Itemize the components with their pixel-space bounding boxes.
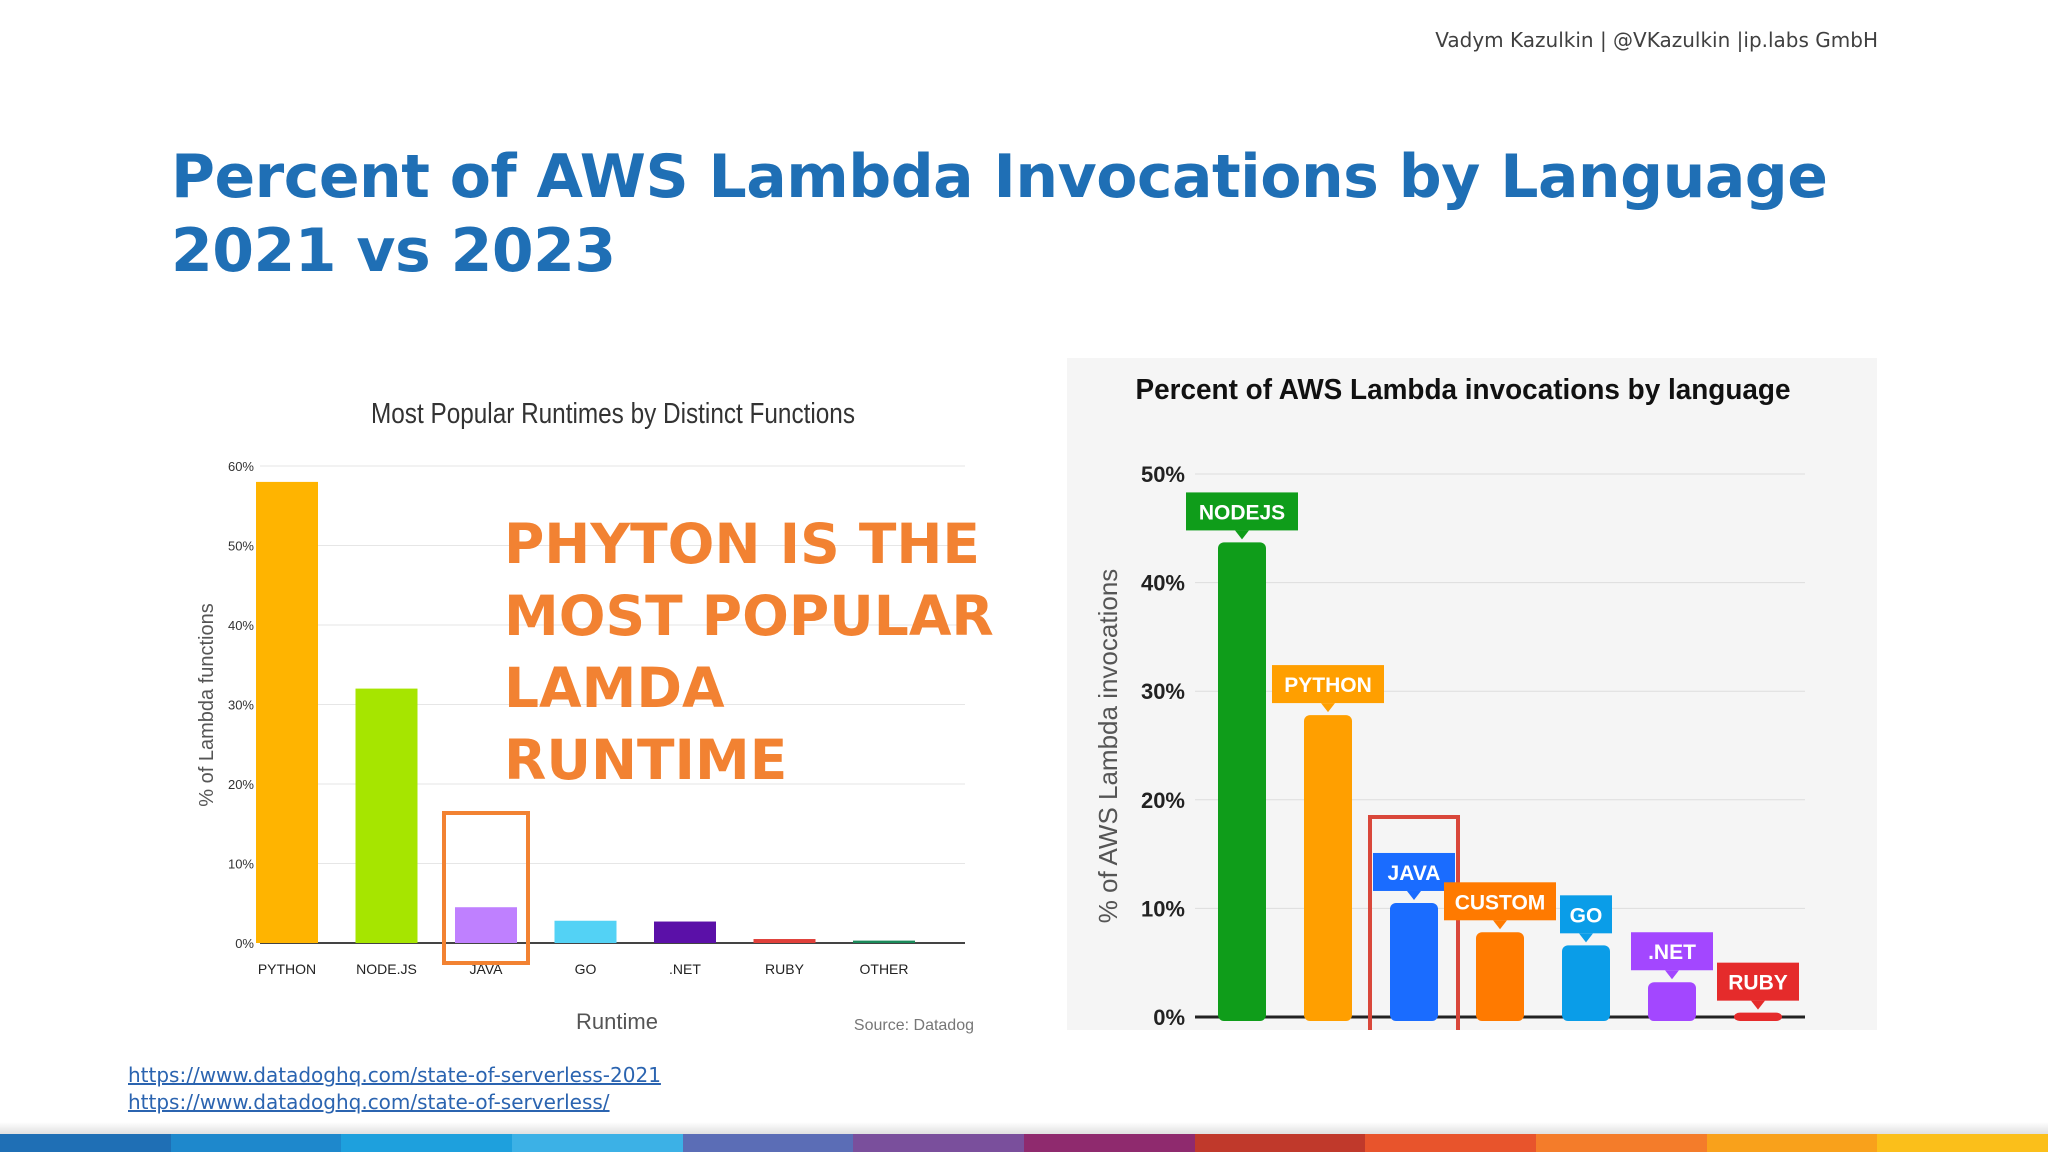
bar-java	[1390, 902, 1438, 1021]
link-serverless-2023[interactable]: https://www.datadoghq.com/state-of-serve…	[128, 1090, 610, 1114]
bar-tag-pointer	[1579, 933, 1593, 943]
footer-segment	[1536, 1134, 1707, 1152]
bar-tag-pointer	[1407, 890, 1421, 900]
chart-background	[1067, 358, 1877, 1030]
bar-go	[1562, 945, 1610, 1021]
bar-tag-python	[1272, 665, 1384, 704]
title-line-1: Percent of AWS Lambda Invocations by Lan…	[171, 142, 1828, 212]
bar-custom	[1476, 932, 1524, 1021]
bar-java	[455, 907, 517, 943]
y-tick-label: 40%	[228, 618, 254, 633]
bar-tag-pointer	[1751, 1000, 1765, 1010]
bar-ruby	[753, 939, 816, 943]
source-label: Source: Datadog	[854, 1017, 974, 1034]
highlight-box	[1368, 815, 1460, 1030]
bar-tag-pointer	[1321, 703, 1335, 713]
y-tick-label: 20%	[228, 777, 254, 792]
bar-tag-net	[1631, 932, 1713, 971]
footer-color-bar	[0, 1134, 2048, 1152]
bar-tag-java	[1373, 852, 1455, 891]
author-line: Vadym Kazulkin | @VKazulkin |ip.labs Gmb…	[1435, 28, 1878, 52]
y-tick-label: 0%	[235, 936, 254, 951]
bar-tag-pointer	[1235, 530, 1249, 540]
bar-label: NODEJS	[1199, 501, 1285, 524]
footer-segment	[1706, 1134, 1878, 1152]
footer-segment	[512, 1134, 683, 1152]
bar-label: .NET	[1648, 941, 1696, 964]
footer-segment	[341, 1134, 513, 1152]
bar-tag-ruby	[1717, 962, 1799, 1001]
x-tick-label: PYTHON	[258, 961, 316, 977]
bar-label: GO	[1570, 904, 1603, 927]
highlight-box	[442, 811, 530, 965]
bar-tag-custom	[1444, 882, 1556, 921]
bar-tag-go	[1560, 895, 1612, 934]
chart-invocations-2023: Percent of AWS Lambda invocations by lan…	[1067, 358, 1877, 1030]
y-axis-label: % of Lambda functions	[196, 603, 218, 806]
y-tick-label: 10%	[1141, 896, 1185, 921]
footer-segment	[170, 1134, 342, 1152]
bar-label: JAVA	[1388, 862, 1441, 885]
footer-segment	[853, 1134, 1025, 1152]
bar-go	[554, 920, 617, 943]
callout-line-4: RUNTIME	[504, 728, 788, 792]
x-tick-label: OTHER	[860, 961, 909, 977]
footer-segment	[1877, 1134, 2048, 1152]
y-tick-label: 30%	[1141, 679, 1185, 704]
bar-other	[853, 940, 915, 943]
x-tick-label: .NET	[669, 961, 701, 977]
x-axis-label: Runtime	[576, 1009, 658, 1034]
chart-runtimes-2021: Most Popular Runtimes by Distinct Functi…	[196, 398, 974, 1034]
y-tick-label: 10%	[228, 857, 254, 872]
title-line-2: 2021 vs 2023	[171, 216, 616, 286]
footer-segment	[1194, 1134, 1366, 1152]
x-tick-label: NODE.JS	[356, 961, 417, 977]
link-serverless-2021[interactable]: https://www.datadoghq.com/state-of-serve…	[128, 1063, 661, 1087]
bar-label: CUSTOM	[1455, 891, 1546, 914]
bar-net	[654, 921, 716, 943]
bar-tag-pointer	[1493, 920, 1507, 930]
y-tick-label: 60%	[228, 459, 254, 474]
y-tick-label: 50%	[228, 539, 254, 554]
page-title: Percent of AWS Lambda Invocations by Lan…	[171, 140, 1828, 288]
callout-line-1: PHYTON IS THE	[504, 512, 980, 576]
chart-title: Most Popular Runtimes by Distinct Functi…	[371, 398, 855, 430]
bar-label: RUBY	[1728, 972, 1788, 995]
x-tick-label: RUBY	[765, 961, 805, 977]
y-tick-label: 40%	[1141, 571, 1185, 596]
y-tick-label: 20%	[1141, 788, 1185, 813]
bar-nodejs	[355, 688, 418, 943]
footer-segment	[1024, 1134, 1195, 1152]
y-tick-label: 30%	[228, 698, 254, 713]
bar-nodejs	[1218, 542, 1266, 1021]
callout-text: PHYTON IS THE MOST POPULAR LAMDA RUNTIME	[504, 508, 1024, 796]
callout-line-2: MOST POPULAR	[504, 584, 994, 648]
y-axis-label: % of AWS Lambda invocations	[1093, 569, 1123, 924]
bar-net	[1648, 982, 1696, 1021]
bar-tag-pointer	[1665, 970, 1679, 980]
footer-segment	[682, 1134, 854, 1152]
x-tick-label: GO	[575, 961, 597, 977]
footer-segment	[0, 1134, 171, 1152]
chart-title: Percent of AWS Lambda invocations by lan…	[1136, 374, 1791, 406]
footer-segment	[1365, 1134, 1537, 1152]
bar-python	[1304, 715, 1352, 1021]
footer-shadow	[0, 1122, 2048, 1134]
source-links: https://www.datadoghq.com/state-of-serve…	[128, 1062, 661, 1116]
bar-tag-nodejs	[1186, 492, 1298, 531]
y-tick-label: 0%	[1153, 1005, 1185, 1030]
y-tick-label: 50%	[1141, 462, 1185, 487]
callout-line-3: LAMDA	[504, 656, 725, 720]
bar-python	[256, 481, 318, 943]
bar-ruby	[1734, 1012, 1782, 1021]
bar-label: PYTHON	[1284, 674, 1372, 697]
